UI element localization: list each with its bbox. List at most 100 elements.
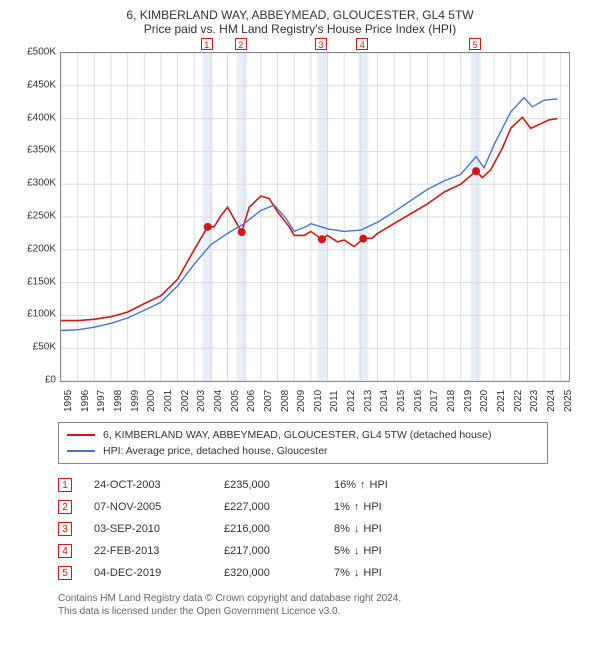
x-tick-label: 2011 xyxy=(329,390,340,412)
event-row-marker: 2 xyxy=(58,500,72,514)
x-tick-label: 2010 xyxy=(313,390,324,412)
arrow-down-icon: ↓ xyxy=(354,545,360,557)
event-row-marker: 3 xyxy=(58,522,72,536)
event-delta-pct: 5% xyxy=(334,545,350,557)
x-tick-label: 2018 xyxy=(446,390,457,412)
event-delta: 5% ↓HPI xyxy=(334,545,382,557)
x-tick-label: 2022 xyxy=(513,390,524,412)
y-tick-label: £350K xyxy=(27,145,56,156)
y-tick-label: £200K xyxy=(27,243,56,254)
event-delta: 7% ↓HPI xyxy=(334,567,382,579)
footer-line-1: Contains HM Land Registry data © Crown c… xyxy=(58,592,548,605)
event-price: £320,000 xyxy=(224,567,334,579)
x-tick-label: 2007 xyxy=(263,390,274,412)
x-tick-label: 2025 xyxy=(563,390,574,412)
title-block: 6, KIMBERLAND WAY, ABBEYMEAD, GLOUCESTER… xyxy=(10,8,590,36)
event-marker-box: 5 xyxy=(469,38,481,50)
event-date: 03-SEP-2010 xyxy=(94,523,224,535)
footer-line-2: This data is licensed under the Open Gov… xyxy=(58,605,548,618)
event-price: £217,000 xyxy=(224,545,334,557)
legend-swatch xyxy=(67,450,95,452)
x-tick-label: 1999 xyxy=(130,390,141,412)
event-delta-pct: 8% xyxy=(334,523,350,535)
event-date: 07-NOV-2005 xyxy=(94,501,224,513)
plot-svg xyxy=(61,53,569,381)
event-price: £227,000 xyxy=(224,501,334,513)
event-row: 5 04-DEC-2019£320,0007% ↓HPI xyxy=(58,562,548,584)
y-tick-label: £250K xyxy=(27,211,56,222)
x-tick-label: 2003 xyxy=(196,390,207,412)
x-tick-label: 2000 xyxy=(146,390,157,412)
x-tick-label: 2008 xyxy=(280,390,291,412)
arrow-down-icon: ↓ xyxy=(354,567,360,579)
event-marker-box: 1 xyxy=(201,38,213,50)
x-tick-label: 2020 xyxy=(479,390,490,412)
event-delta-suffix: HPI xyxy=(363,545,381,557)
x-tick-label: 2004 xyxy=(213,390,224,412)
x-tick-label: 2002 xyxy=(180,390,191,412)
legend-row: HPI: Average price, detached house, Glou… xyxy=(67,443,539,459)
x-tick-label: 2021 xyxy=(496,390,507,412)
x-tick-label: 2014 xyxy=(379,390,390,412)
y-tick-label: £500K xyxy=(27,47,56,58)
event-row: 3 03-SEP-2010£216,0008% ↓HPI xyxy=(58,518,548,540)
event-row-marker: 1 xyxy=(58,478,72,492)
event-row-marker: 5 xyxy=(58,566,72,580)
event-delta-suffix: HPI xyxy=(363,523,381,535)
legend-label: HPI: Average price, detached house, Glou… xyxy=(103,445,328,457)
x-tick-label: 2023 xyxy=(529,390,540,412)
event-delta: 16% ↑ HPI xyxy=(334,479,388,491)
event-delta-suffix: HPI xyxy=(363,501,381,513)
event-date: 22-FEB-2013 xyxy=(94,545,224,557)
event-delta-pct: 7% xyxy=(334,567,350,579)
events-table: 124-OCT-2003£235,00016%↑HPI207-NOV-2005£… xyxy=(58,474,548,584)
legend-row: 6, KIMBERLAND WAY, ABBEYMEAD, GLOUCESTER… xyxy=(67,427,539,443)
event-row-marker: 4 xyxy=(58,544,72,558)
event-price: £216,000 xyxy=(224,523,334,535)
x-tick-label: 2006 xyxy=(246,390,257,412)
y-tick-label: £300K xyxy=(27,178,56,189)
legend-box: 6, KIMBERLAND WAY, ABBEYMEAD, GLOUCESTER… xyxy=(58,422,548,464)
event-marker-box: 3 xyxy=(315,38,327,50)
x-tick-label: 2001 xyxy=(163,390,174,412)
event-row: 1 24-OCT-2003£235,00016% ↑ HPI xyxy=(58,474,548,496)
event-date: 04-DEC-2019 xyxy=(94,567,224,579)
y-tick-label: £400K xyxy=(27,112,56,123)
y-tick-label: £450K xyxy=(27,79,56,90)
y-tick-label: £100K xyxy=(27,309,56,320)
x-tick-label: 2019 xyxy=(463,390,474,412)
event-delta-suffix: HPI xyxy=(363,567,381,579)
x-tick-label: 2016 xyxy=(413,390,424,412)
chart-area: £0 £50K £100K £150K £200K £250K £300K £350K £400… xyxy=(20,42,580,412)
event-delta-pct: 16% xyxy=(334,479,356,491)
event-delta-pct: 1% xyxy=(334,501,350,513)
x-tick-label: 1998 xyxy=(113,390,124,412)
x-tick-label: 2024 xyxy=(546,390,557,412)
y-tick-label: £0 xyxy=(45,375,56,386)
arrow-down-icon: ↓ xyxy=(354,523,360,535)
event-date: 24-OCT-2003 xyxy=(94,479,224,491)
title-line-2: Price paid vs. HM Land Registry's House … xyxy=(10,22,590,36)
x-tick-label: 2013 xyxy=(363,390,374,412)
event-row: 4 22-FEB-2013£217,0005% ↓HPI xyxy=(58,540,548,562)
x-tick-label: 2012 xyxy=(346,390,357,412)
arrow-up-icon: ↑ xyxy=(354,501,360,513)
x-tick-label: 1995 xyxy=(63,390,74,412)
x-tick-label: 2017 xyxy=(429,390,440,412)
event-row: 2 07-NOV-2005£227,0001% ↑HPI xyxy=(58,496,548,518)
x-tick-label: 1997 xyxy=(96,390,107,412)
legend-swatch xyxy=(67,434,95,436)
arrow-up-icon: ↑ xyxy=(360,479,366,491)
y-tick-label: £150K xyxy=(27,276,56,287)
x-tick-label: 2005 xyxy=(230,390,241,412)
event-price: £235,000 xyxy=(224,479,334,491)
event-marker-box: 4 xyxy=(356,38,368,50)
event-marker-box: 2 xyxy=(235,38,247,50)
x-tick-label: 1996 xyxy=(80,390,91,412)
plot-region xyxy=(60,52,570,382)
y-tick-label: £50K xyxy=(33,342,56,353)
figure-container: 6, KIMBERLAND WAY, ABBEYMEAD, GLOUCESTER… xyxy=(0,0,600,650)
footer-attribution: Contains HM Land Registry data © Crown c… xyxy=(58,592,548,618)
event-delta: 1% ↑HPI xyxy=(334,501,382,513)
event-delta-suffix: HPI xyxy=(370,479,388,491)
